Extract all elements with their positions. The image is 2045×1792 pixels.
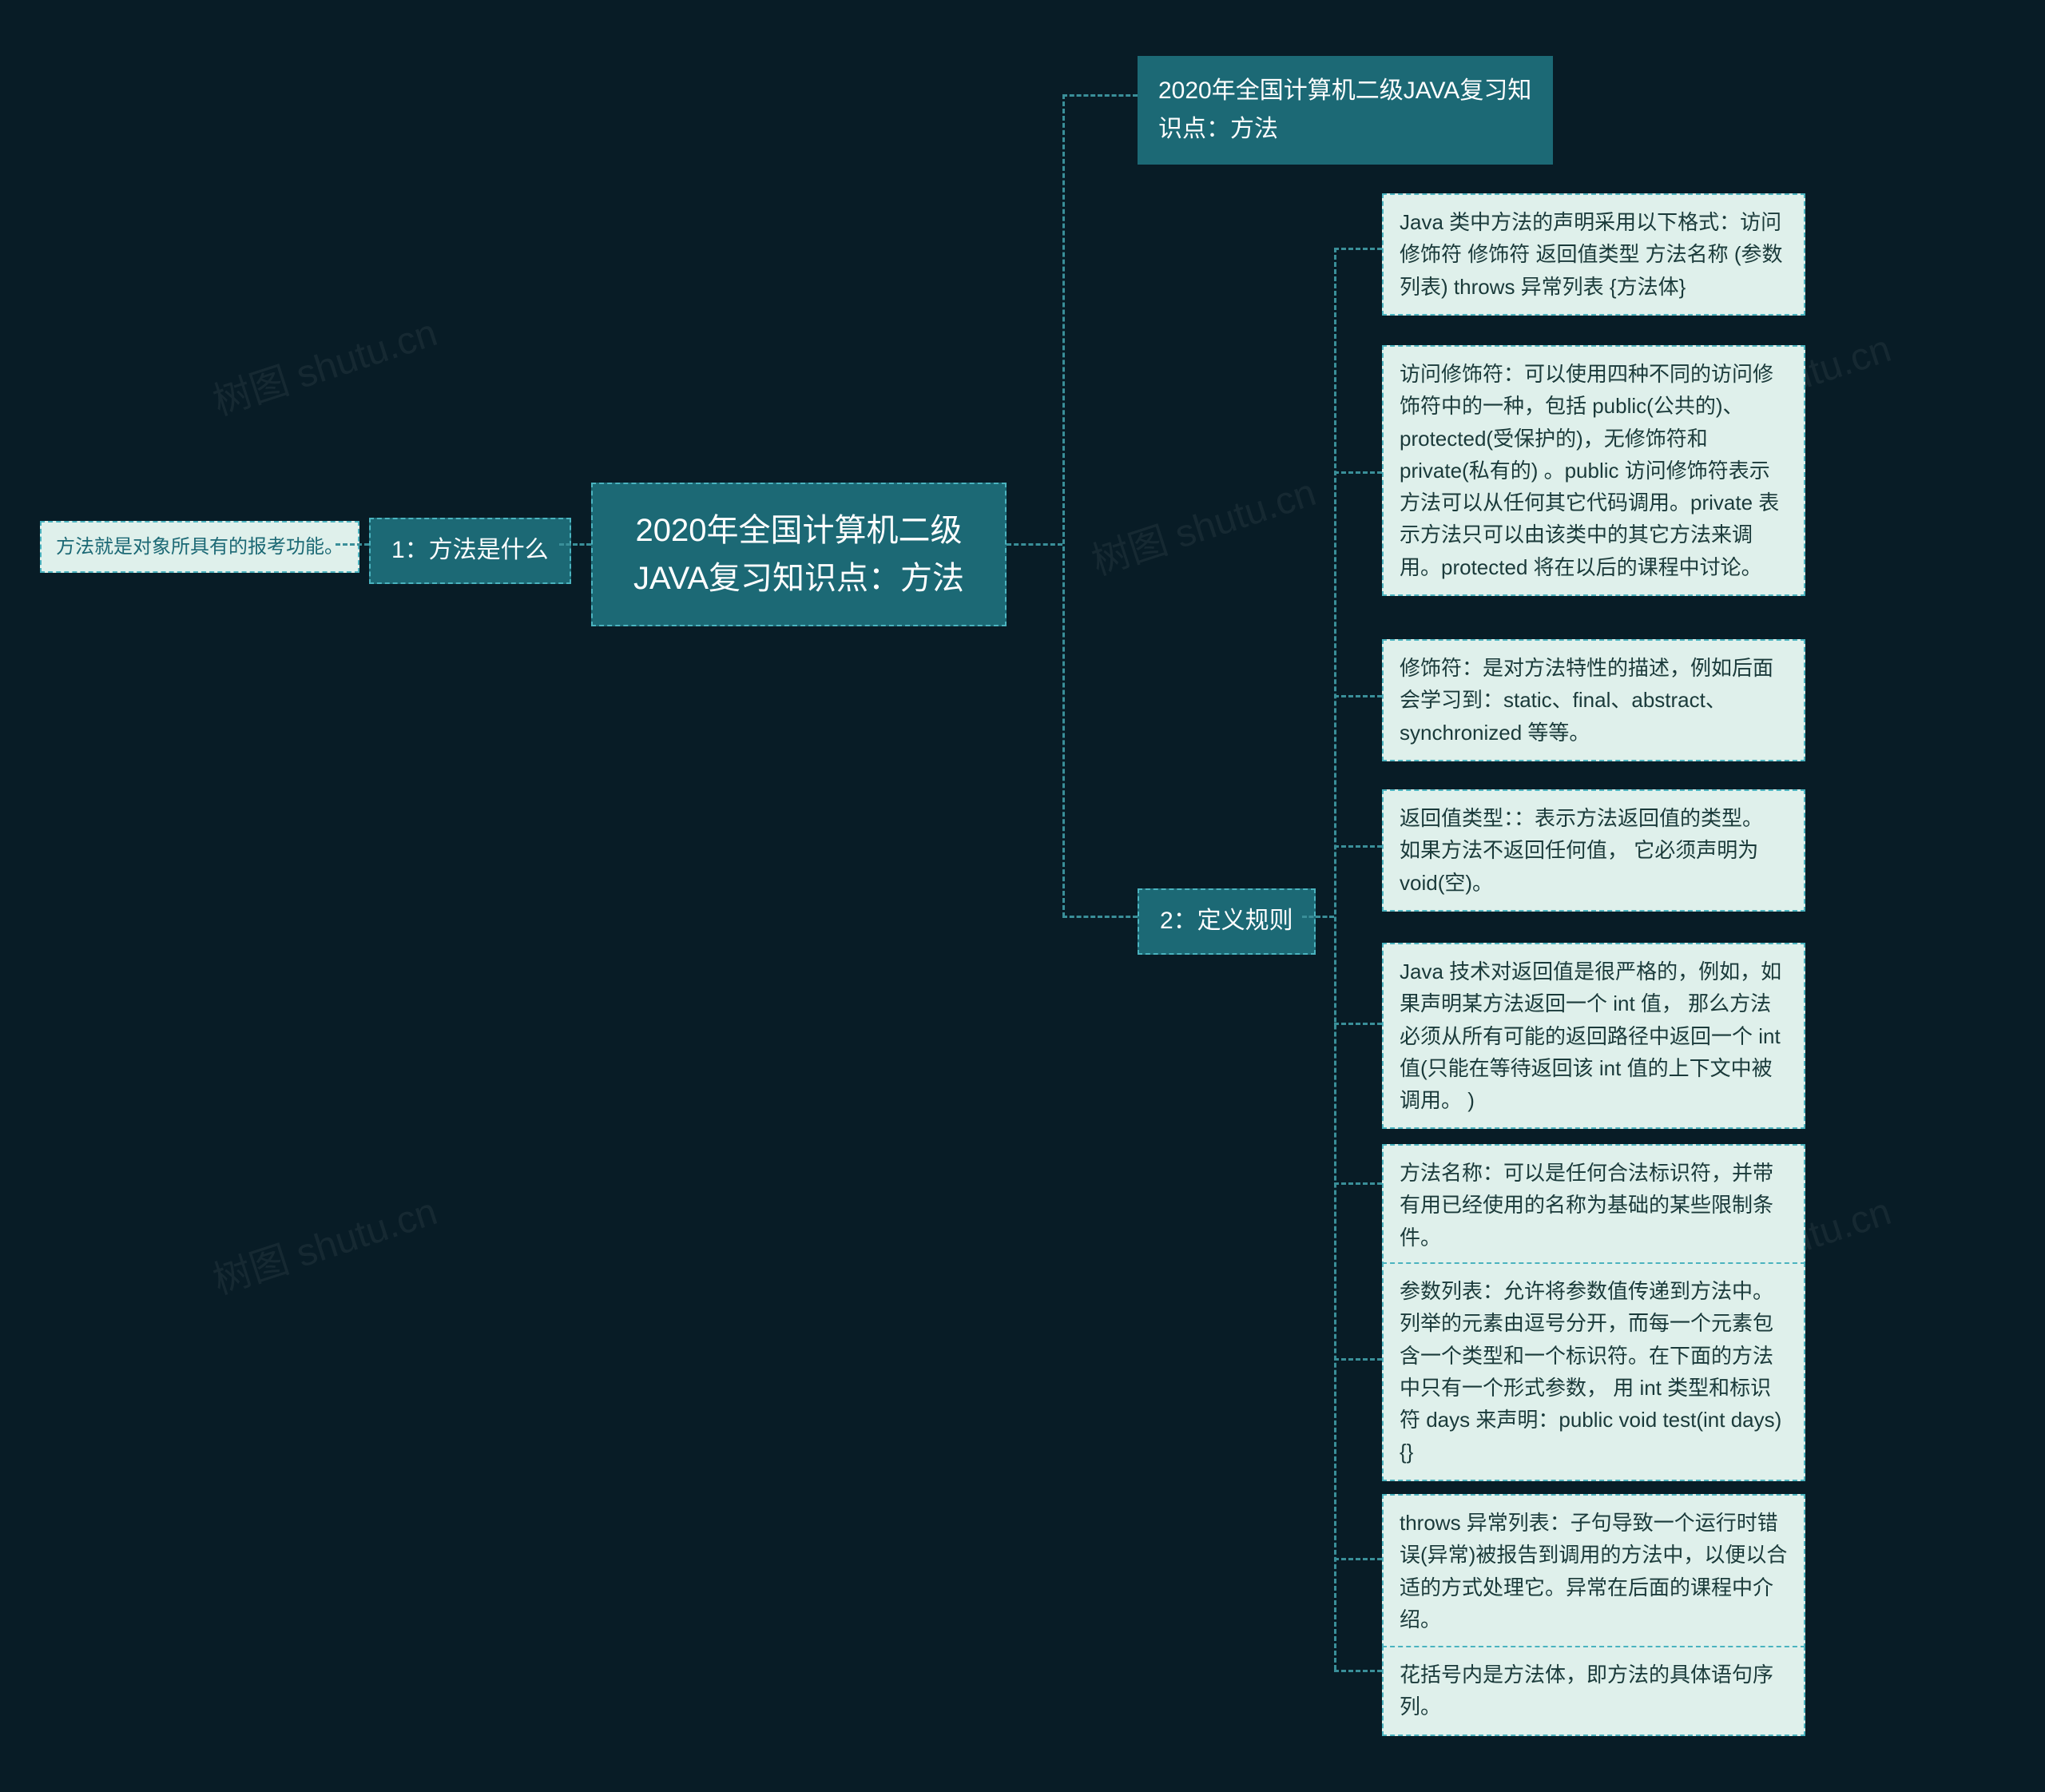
conn xyxy=(1062,916,1138,918)
conn xyxy=(1334,248,1336,1670)
conn xyxy=(1062,94,1138,97)
leaf-r8: 花括号内是方法体，即方法的具体语句序列。 xyxy=(1382,1646,1805,1736)
leaf-r3: 返回值类型：：表示方法返回值的类型。 如果方法不返回任何值， 它必须声明为 vo… xyxy=(1382,789,1805,912)
conn xyxy=(1334,695,1382,697)
conn xyxy=(1062,94,1065,917)
leaf-r5: 方法名称：可以是任何合法标识符，并带有用已经使用的名称为基础的某些限制条件。 xyxy=(1382,1144,1805,1266)
leaf-r2: 修饰符：是对方法特性的描述，例如后面会学习到：static、final、abst… xyxy=(1382,639,1805,761)
title-repeat: 2020年全国计算机二级JAVA复习知识点：方法 xyxy=(1138,56,1553,165)
watermark: 树图 shutu.cn xyxy=(204,1180,443,1305)
conn xyxy=(1334,1182,1382,1185)
watermark: 树图 shutu.cn xyxy=(1083,461,1321,586)
root-node: 2020年全国计算机二级JAVA复习知识点：方法 xyxy=(591,483,1007,626)
conn xyxy=(1334,845,1382,848)
conn xyxy=(336,543,369,546)
conn xyxy=(1334,1558,1382,1560)
leaf-r0: Java 类中方法的声明采用以下格式：访问修饰符 修饰符 返回值类型 方法名称 … xyxy=(1382,193,1805,316)
conn xyxy=(1334,1023,1382,1025)
branch-left: 1：方法是什么 xyxy=(369,518,571,584)
conn xyxy=(559,543,591,546)
conn xyxy=(1334,1358,1382,1361)
watermark: 树图 shutu.cn xyxy=(204,301,443,426)
branch-right: 2：定义规则 xyxy=(1138,888,1316,955)
leaf-r6: 参数列表：允许将参数值传递到方法中。列举的元素由逗号分开，而每一个元素包含一个类… xyxy=(1382,1262,1805,1481)
conn xyxy=(1334,248,1382,250)
leaf-r4: Java 技术对返回值是很严格的，例如，如果声明某方法返回一个 int 值， 那… xyxy=(1382,943,1805,1129)
leaf-r7: throws 异常列表：子句导致一个运行时错误(异常)被报告到调用的方法中，以便… xyxy=(1382,1494,1805,1648)
leaf-r1: 访问修饰符：可以使用四种不同的访问修饰符中的一种，包括 public(公共的)、… xyxy=(1382,345,1805,596)
conn xyxy=(1334,471,1382,474)
conn xyxy=(1007,543,1062,546)
conn xyxy=(1302,916,1334,918)
conn xyxy=(1334,1670,1382,1672)
leaf-left: 方法就是对象所具有的报考功能。 xyxy=(40,521,359,573)
